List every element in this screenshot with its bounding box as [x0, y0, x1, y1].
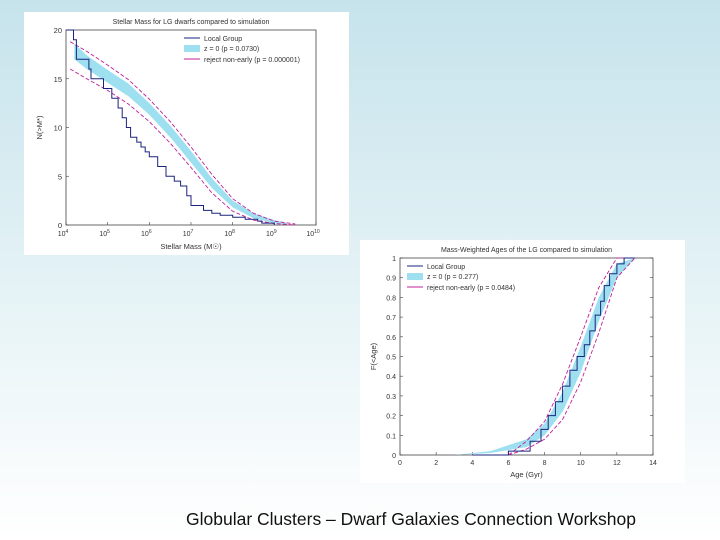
x-tick-label: 106: [141, 229, 152, 238]
y-tick-label: 5: [58, 172, 62, 181]
legend-label-simulation: z = 0 (p = 0.277): [427, 274, 478, 281]
y-tick-label: 10: [54, 124, 62, 133]
local-group-step-line: [472, 257, 635, 456]
chart-title: Stellar Mass for LG dwarfs compared to s…: [113, 19, 270, 26]
x-tick-label: 104: [58, 229, 69, 238]
local-group-step-line: [66, 29, 275, 225]
simulation-band: [74, 43, 287, 225]
y-tick-label: 0.8: [386, 295, 396, 302]
workshop-footer: Globular Clusters – Dwarf Galaxies Conne…: [186, 509, 637, 529]
y-tick-label: 20: [54, 26, 62, 35]
chart-title: Mass-Weighted Ages of the LG compared to…: [441, 247, 612, 254]
y-tick-label: 0.3: [386, 394, 396, 401]
y-axis-label: N(>M*): [35, 115, 44, 139]
x-tick-label: 2: [434, 460, 438, 467]
y-tick-label: 15: [54, 75, 62, 84]
x-tick-label: 108: [224, 229, 235, 238]
legend-label-reject: reject non-early (p = 0.000001): [204, 57, 300, 64]
legend-swatch-simulation: [407, 273, 423, 280]
legend-label-reject: reject non-early (p = 0.0484): [427, 285, 515, 292]
x-tick-label: 105: [99, 229, 110, 238]
y-tick-label: 0.1: [386, 433, 396, 440]
y-tick-label: 1: [392, 256, 396, 263]
stellar-mass-chart: Stellar Mass for LG dwarfs compared to s…: [35, 19, 320, 251]
plot-frame: [65, 29, 317, 226]
y-tick-label: 0: [58, 221, 62, 230]
y-tick-label: 0.2: [386, 414, 396, 421]
stellar-mass-chart-panel: Stellar Mass for LG dwarfs compared to s…: [24, 12, 349, 255]
x-tick-label: 1010: [306, 229, 320, 238]
x-tick-label: 107: [183, 229, 194, 238]
y-tick-label: 0.7: [386, 315, 396, 322]
x-tick-label: 6: [506, 460, 510, 467]
y-axis-label: F(<Age): [369, 342, 378, 370]
y-tick-label: 0.6: [386, 335, 396, 342]
reject-upper-bound: [508, 257, 635, 456]
x-tick-label: 14: [649, 460, 657, 467]
y-tick-label: 0: [392, 453, 396, 460]
legend-swatch-simulation: [184, 45, 200, 52]
legend-label-simulation: z = 0 (p = 0.0730): [204, 46, 259, 53]
y-tick-label: 0.5: [386, 355, 396, 362]
x-tick-label: 10: [577, 460, 585, 467]
x-tick-label: 12: [613, 460, 621, 467]
x-axis-label: Age (Gyr): [510, 470, 543, 479]
x-tick-label: 8: [543, 460, 547, 467]
reject-lower-bound: [508, 257, 636, 456]
age-distribution-chart: Mass-Weighted Ages of the LG compared to…: [369, 247, 657, 479]
x-tick-label: 4: [470, 460, 474, 467]
age-distribution-chart-panel: Mass-Weighted Ages of the LG compared to…: [360, 240, 685, 483]
legend-label-local-group: Local Group: [427, 264, 465, 271]
x-tick-label: 0: [398, 460, 402, 467]
y-tick-label: 0.9: [386, 276, 396, 283]
reject-upper-bound: [69, 41, 296, 225]
x-axis-label: Stellar Mass (M☉): [160, 242, 222, 251]
legend-label-local-group: Local Group: [204, 36, 242, 43]
x-tick-label: 109: [266, 229, 277, 238]
y-tick-label: 0.4: [386, 374, 396, 381]
